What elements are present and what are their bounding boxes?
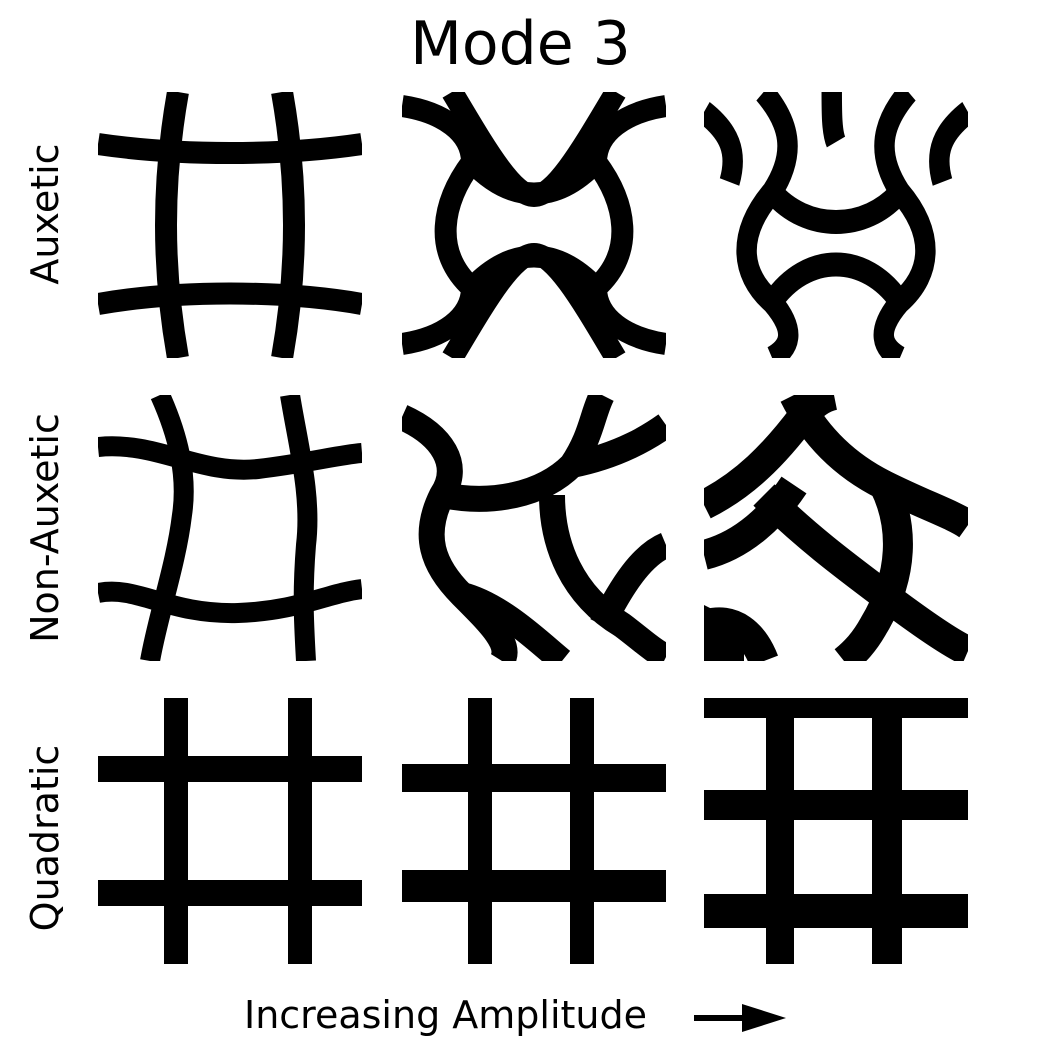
row-label-quadratic: Quadratic <box>23 744 67 932</box>
panel-non-auxetic-2 <box>402 395 666 661</box>
panel-auxetic-3 <box>704 92 968 358</box>
panel-quadratic-3 <box>704 698 968 964</box>
x-axis-label: Increasing Amplitude <box>244 993 648 1037</box>
panel-non-auxetic-3 <box>704 395 968 661</box>
row-label-non-auxetic: Non-Auxetic <box>23 413 67 643</box>
panel-non-auxetic-1 <box>98 395 362 661</box>
panel-auxetic-2 <box>402 92 666 358</box>
panel-quadratic-2 <box>402 698 666 964</box>
figure-title: Mode 3 <box>410 9 631 79</box>
row-label-auxetic: Auxetic <box>23 143 67 285</box>
panel-auxetic-1 <box>98 92 362 358</box>
panel-quadratic-1 <box>98 698 362 964</box>
right-arrow-icon <box>692 998 788 1038</box>
